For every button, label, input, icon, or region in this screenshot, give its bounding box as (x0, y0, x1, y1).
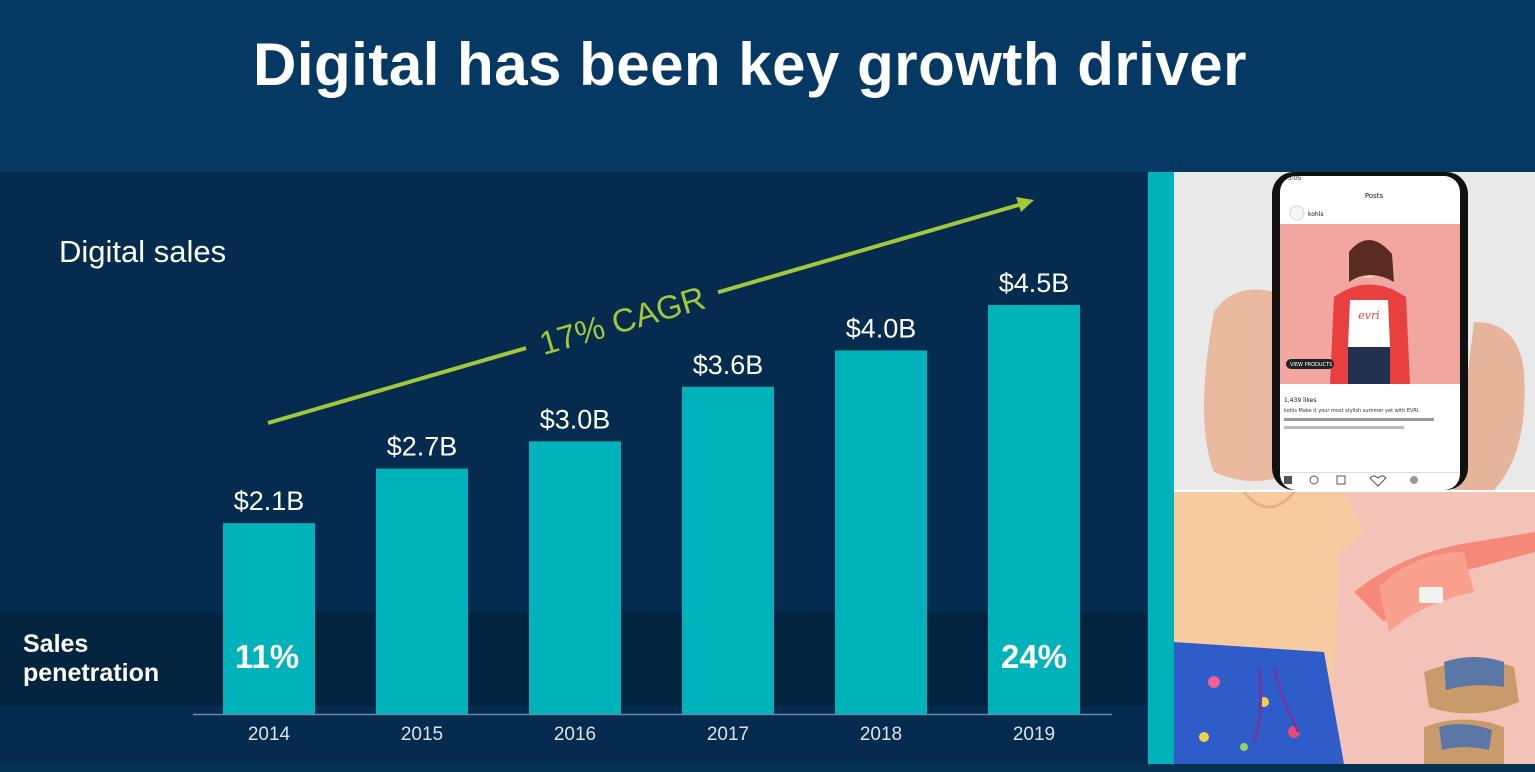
bar-2015 (376, 468, 468, 714)
phone-time: 3:05 (1288, 175, 1302, 182)
x-tick-label-2018: 2018 (860, 724, 902, 745)
shirt-text: evri (1358, 309, 1380, 322)
clothes-flatlay-photo (1174, 492, 1535, 764)
cagr-annotation: 17% CAGR (535, 279, 709, 362)
penetration-label-line2: penetration (23, 659, 160, 687)
bar-value-label-2017: $3.6B (693, 350, 764, 380)
phone-view-products: VIEW PRODUCTS (1290, 362, 1332, 368)
x-tick-label-2014: 2014 (248, 724, 291, 745)
x-tick-label-2015: 2015 (401, 724, 443, 745)
x-tick-label-2017: 2017 (707, 724, 749, 745)
footer-line (0, 764, 1535, 772)
x-tick-label-2019: 2019 (1013, 724, 1055, 745)
chart-series-label: Digital sales (59, 234, 227, 269)
bar-value-label-2019: $4.5B (999, 268, 1070, 298)
digital-sales-chart: $2.1B 2014 $2.7B 2015 $3.0B 2016 $3.6B 2017 $4.0… (193, 197, 1112, 745)
penetration-label-line1: Sales (23, 630, 89, 658)
phone-caption: kohls Make it your most stylish summer y… (1284, 408, 1420, 414)
bar-value-label-2018: $4.0B (846, 313, 917, 343)
cagr-label-background (519, 270, 725, 370)
x-tick-label-2016: 2016 (554, 724, 596, 745)
penetration-value-2014: 11% (235, 638, 299, 675)
phone-header: Posts (1365, 192, 1384, 200)
bar-2017 (682, 386, 774, 714)
bar-2019 (988, 305, 1080, 714)
bar-2014 (223, 523, 315, 714)
bar-value-label-2015: $2.7B (387, 432, 458, 462)
photo-gap (1174, 490, 1535, 492)
bar-2018 (835, 350, 927, 714)
slide-title: Digital has been key growth driver (253, 31, 1247, 98)
instagram-phone-photo: 3:05 Posts kohls evri VIEW PRODUCTS 1,43… (1174, 172, 1535, 490)
penetration-label: Sales penetration (23, 630, 193, 688)
bar-value-label-2014: $2.1B (234, 486, 305, 516)
penetration-value-2019: 24% (1001, 638, 1067, 675)
phone-account: kohls (1308, 211, 1324, 218)
cagr-arrowhead (1016, 197, 1034, 212)
bar-value-label-2016: $3.0B (540, 404, 611, 434)
teal-divider-strip (1148, 172, 1174, 764)
bar-2016 (529, 441, 621, 714)
phone-likes: 1,439 likes (1284, 397, 1317, 404)
